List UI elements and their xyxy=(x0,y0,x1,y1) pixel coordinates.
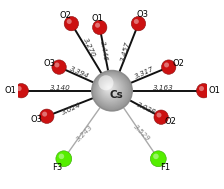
Text: F1: F1 xyxy=(160,163,170,172)
Circle shape xyxy=(199,86,204,91)
Circle shape xyxy=(97,76,124,103)
Circle shape xyxy=(103,82,116,94)
Circle shape xyxy=(153,154,159,159)
Text: 3.529: 3.529 xyxy=(132,124,151,143)
Circle shape xyxy=(108,86,110,89)
Text: 3.243: 3.243 xyxy=(75,124,94,143)
Circle shape xyxy=(14,84,28,98)
Circle shape xyxy=(99,78,122,101)
Circle shape xyxy=(103,82,116,95)
Text: O1: O1 xyxy=(4,86,16,95)
Circle shape xyxy=(93,72,131,109)
Text: 3.457: 3.457 xyxy=(121,40,132,62)
Circle shape xyxy=(154,110,168,124)
Circle shape xyxy=(95,74,127,106)
Text: 3.163: 3.163 xyxy=(153,85,173,91)
Circle shape xyxy=(96,74,127,105)
Text: 3.038: 3.038 xyxy=(135,101,157,116)
Text: O3: O3 xyxy=(43,59,55,68)
Circle shape xyxy=(102,81,117,96)
Text: F3: F3 xyxy=(52,163,62,172)
Circle shape xyxy=(102,81,118,97)
Text: Cs: Cs xyxy=(110,91,124,100)
Circle shape xyxy=(162,60,176,74)
Text: O2: O2 xyxy=(165,117,177,126)
Text: 3.270: 3.270 xyxy=(82,37,96,58)
Circle shape xyxy=(105,83,114,93)
Text: 3.394: 3.394 xyxy=(68,66,90,80)
Circle shape xyxy=(98,77,124,102)
Circle shape xyxy=(17,86,22,91)
Circle shape xyxy=(92,70,132,111)
Circle shape xyxy=(94,73,129,108)
Circle shape xyxy=(97,76,125,104)
Circle shape xyxy=(64,16,79,31)
Circle shape xyxy=(100,79,121,99)
Circle shape xyxy=(150,151,166,167)
Circle shape xyxy=(108,87,109,88)
Circle shape xyxy=(42,112,47,117)
Text: 3.140: 3.140 xyxy=(50,85,70,91)
Circle shape xyxy=(93,20,107,35)
Circle shape xyxy=(99,77,123,101)
Text: 3.317: 3.317 xyxy=(134,66,155,80)
Circle shape xyxy=(106,85,112,91)
Circle shape xyxy=(101,80,119,98)
Circle shape xyxy=(101,79,120,98)
Text: 3.024: 3.024 xyxy=(61,101,82,116)
Circle shape xyxy=(54,62,59,67)
Circle shape xyxy=(96,75,126,105)
Circle shape xyxy=(92,71,131,110)
Circle shape xyxy=(100,78,121,100)
Circle shape xyxy=(106,84,112,91)
Text: O2: O2 xyxy=(173,59,185,68)
Circle shape xyxy=(95,73,128,107)
Text: O1: O1 xyxy=(92,14,103,23)
Circle shape xyxy=(196,84,211,98)
Circle shape xyxy=(164,62,169,67)
Circle shape xyxy=(107,86,111,90)
Circle shape xyxy=(157,112,162,118)
Circle shape xyxy=(105,84,113,92)
Text: O3: O3 xyxy=(136,10,149,19)
Text: 3.446: 3.446 xyxy=(99,40,108,62)
Circle shape xyxy=(40,109,54,123)
Circle shape xyxy=(131,16,146,31)
Circle shape xyxy=(52,60,66,74)
Circle shape xyxy=(104,83,115,94)
Circle shape xyxy=(98,75,114,90)
Circle shape xyxy=(56,151,72,167)
Text: O1: O1 xyxy=(209,86,221,95)
Circle shape xyxy=(93,72,130,109)
Circle shape xyxy=(67,19,72,24)
Text: O3: O3 xyxy=(31,115,43,124)
Circle shape xyxy=(95,23,100,28)
Circle shape xyxy=(134,19,139,24)
Text: O2: O2 xyxy=(60,11,72,20)
Circle shape xyxy=(59,154,64,159)
